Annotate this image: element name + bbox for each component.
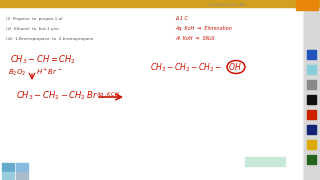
Text: $Aq\cdot KCH$: $Aq\cdot KCH$ [96,90,120,99]
Bar [16,172,28,179]
Text: (i)  Propene  to  propan-1-ol: (i) Propene to propan-1-ol [6,17,62,21]
Bar [296,0,318,10]
Bar [307,80,316,89]
Bar [307,65,316,74]
Text: Aq. KoH  ⇒  Elimination: Aq. KoH ⇒ Elimination [175,26,232,31]
Text: $CH_3 - CH_2 - CH_2\,Br$: $CH_3 - CH_2 - CH_2\,Br$ [16,89,98,102]
Bar [307,155,316,164]
Text: $CH_3-CH_2-CH_2-$: $CH_3-CH_2-CH_2-$ [150,61,222,73]
Text: 11/19/2024 03:51 AM: 11/19/2024 03:51 AM [207,3,245,7]
Text: $OH$: $OH$ [228,61,242,72]
Bar [307,50,316,59]
Bar [307,125,316,134]
Bar [304,7,320,180]
Bar [2,163,14,171]
Bar [307,95,316,104]
Bar [307,140,316,149]
Bar [16,163,28,171]
Text: $B_2O_2$: $B_2O_2$ [8,68,26,78]
Text: Δ 1 C: Δ 1 C [175,16,188,21]
Text: $\mathit{H}^+\mathit{Br}^-$: $\mathit{H}^+\mathit{Br}^-$ [36,67,63,77]
Bar [2,172,14,179]
Bar [307,110,316,119]
Text: (ii)  Ethanol  to  but-1-yne: (ii) Ethanol to but-1-yne [6,27,59,31]
Text: Al. KoH  ⇒  SN₂S: Al. KoH ⇒ SN₂S [175,36,214,41]
Text: $CH_3 - CH = CH_2$: $CH_3 - CH = CH_2$ [10,54,76,66]
Bar [245,157,285,166]
Text: (iii)  1-Bromopropane  to  2-bromopropane: (iii) 1-Bromopropane to 2-bromopropane [6,37,93,41]
Bar [0,0,320,7]
